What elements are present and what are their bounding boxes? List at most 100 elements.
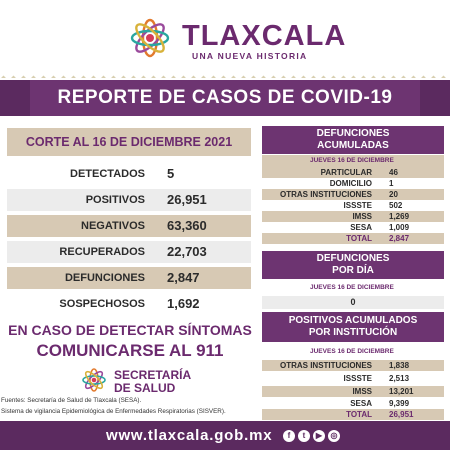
stat-label: DETECTADOS xyxy=(70,168,145,180)
row-value: 13,201 xyxy=(389,387,414,396)
decorative-diamond xyxy=(308,75,319,78)
table-row: ISSSTE 2,513 xyxy=(262,373,444,384)
decorative-diamond xyxy=(248,75,259,78)
source-line2: Sistema de vigilancia Epidemiológica de … xyxy=(1,408,226,415)
decorative-diamond xyxy=(178,75,189,78)
stat-label: NEGATIVOS xyxy=(81,220,145,232)
row-label: ISSSTE xyxy=(343,201,372,210)
decorative-diamond xyxy=(148,75,159,78)
row-label: OTRAS INSTITUCIONES xyxy=(279,190,372,199)
decorative-diamond xyxy=(38,75,49,78)
decorative-diamond xyxy=(208,75,219,78)
stat-row-detectados: DETECTADOS 5 xyxy=(7,163,251,185)
table-row: SESA 9,399 xyxy=(262,398,444,409)
decorative-diamond xyxy=(28,75,39,78)
decorative-pattern xyxy=(0,71,450,78)
stat-label: SOSPECHOSOS xyxy=(59,298,145,310)
row-value: 20 xyxy=(389,190,398,199)
decorative-diamond xyxy=(138,75,149,78)
total-row: TOTAL 2,847 xyxy=(262,233,444,244)
decorative-diamond xyxy=(398,75,409,78)
row-label: SESA xyxy=(350,399,372,408)
row-value: 502 xyxy=(389,201,403,210)
instagram-icon[interactable]: ◎ xyxy=(328,430,340,442)
decorative-diamond xyxy=(0,75,9,78)
row-label: SESA xyxy=(350,223,372,232)
report-banner-title: REPORTE DE CASOS DE COVID-19 xyxy=(30,80,420,116)
decorative-diamond xyxy=(298,75,309,78)
stat-label: POSITIVOS xyxy=(85,194,145,206)
twitter-icon[interactable]: t xyxy=(298,430,310,442)
stat-row-sospechosos: SOSPECHOSOS 1,692 xyxy=(7,293,251,315)
youtube-icon[interactable]: ▶ xyxy=(313,430,325,442)
decorative-diamond xyxy=(58,75,69,78)
sesa-name-line1: SECRETARÍA xyxy=(114,368,192,382)
row-value: 1,838 xyxy=(389,361,410,370)
row-label: TOTAL xyxy=(346,410,372,419)
panel-title-line1: POSITIVOS ACUMULADOS xyxy=(288,315,418,326)
decorative-diamond xyxy=(128,75,139,78)
brand-subtitle: UNA NUEVA HISTORIA xyxy=(192,51,308,61)
decorative-diamond xyxy=(268,75,279,78)
decorative-diamond xyxy=(408,75,419,78)
stat-label: RECUPERADOS xyxy=(59,246,145,258)
decorative-diamond xyxy=(348,75,359,78)
decorative-diamond xyxy=(378,75,389,78)
decorative-diamond xyxy=(88,75,99,78)
stat-row-defunciones: DEFUNCIONES 2,847 xyxy=(7,267,251,289)
row-value: 2,513 xyxy=(389,374,410,383)
row-label: IMSS xyxy=(352,387,372,396)
panel-title-line2: POR INSTITUCIÓN xyxy=(308,327,398,338)
stat-value: 22,703 xyxy=(167,244,207,259)
row-label: DOMICILIO xyxy=(329,179,372,188)
stat-row-recuperados: RECUPERADOS 22,703 xyxy=(7,241,251,263)
corte-date: CORTE AL 16 DE DICIEMBRE 2021 xyxy=(7,128,251,156)
decorative-diamond xyxy=(68,75,79,78)
table-row: SESA 1,009 xyxy=(262,222,444,233)
table-row: ISSSTE 502 xyxy=(262,200,444,211)
decorative-diamond xyxy=(48,75,59,78)
defunciones-dia-header: DEFUNCIONES POR DÍA xyxy=(262,251,444,279)
row-value: 1,009 xyxy=(389,223,410,232)
defunciones-acumuladas-header: DEFUNCIONES ACUMULADAS xyxy=(262,126,444,154)
stat-label: DEFUNCIONES xyxy=(64,272,145,284)
cta-line2: COMUNICARSE AL 911 xyxy=(36,341,224,360)
table-row: IMSS 13,201 xyxy=(262,386,444,397)
row-value: 9,399 xyxy=(389,399,410,408)
decorative-diamond xyxy=(198,75,209,78)
panel-date: JUEVES 16 DE DICIEMBRE xyxy=(262,155,444,167)
decorative-diamond xyxy=(108,75,119,78)
row-label: OTRAS INSTITUCIONES xyxy=(279,361,372,370)
website-link[interactable]: www.tlaxcala.gob.mx xyxy=(106,427,273,444)
decorative-diamond xyxy=(288,75,299,78)
row-label: ISSSTE xyxy=(343,374,372,383)
decorative-diamond xyxy=(318,75,329,78)
decorative-diamond xyxy=(158,75,169,78)
decorative-diamond xyxy=(218,75,229,78)
facebook-icon[interactable]: f xyxy=(283,430,295,442)
table-row: OTRAS INSTITUCIONES 1,838 xyxy=(262,360,444,371)
decorative-diamond xyxy=(418,75,429,78)
defunciones-dia-value: 0 xyxy=(262,296,444,309)
table-row: IMSS 1,269 xyxy=(262,211,444,222)
decorative-diamond xyxy=(358,75,369,78)
cta-line1: EN CASO DE DETECTAR SÍNTOMAS xyxy=(8,322,252,338)
tlaxcala-flower-logo xyxy=(130,18,170,58)
decorative-diamond xyxy=(338,75,349,78)
decorative-diamond xyxy=(8,75,19,78)
row-value: 1,269 xyxy=(389,212,410,221)
row-label: TOTAL xyxy=(346,234,372,243)
source-line1: Fuentes: Secretaría de Salud de Tlaxcala… xyxy=(1,397,142,404)
panel-title-line1: DEFUNCIONES xyxy=(316,128,390,139)
stat-row-negativos: NEGATIVOS 63,360 xyxy=(7,215,251,237)
decorative-diamond xyxy=(238,75,249,78)
stat-value: 63,360 xyxy=(167,218,207,233)
decorative-diamond xyxy=(168,75,179,78)
row-label: IMSS xyxy=(352,212,372,221)
decorative-diamond xyxy=(258,75,269,78)
stat-row-positivos: POSITIVOS 26,951 xyxy=(7,189,251,211)
footer-bar xyxy=(0,421,450,450)
row-value: 46 xyxy=(389,168,398,177)
table-row: PARTICULAR 46 xyxy=(262,167,444,178)
decorative-diamond xyxy=(368,75,379,78)
